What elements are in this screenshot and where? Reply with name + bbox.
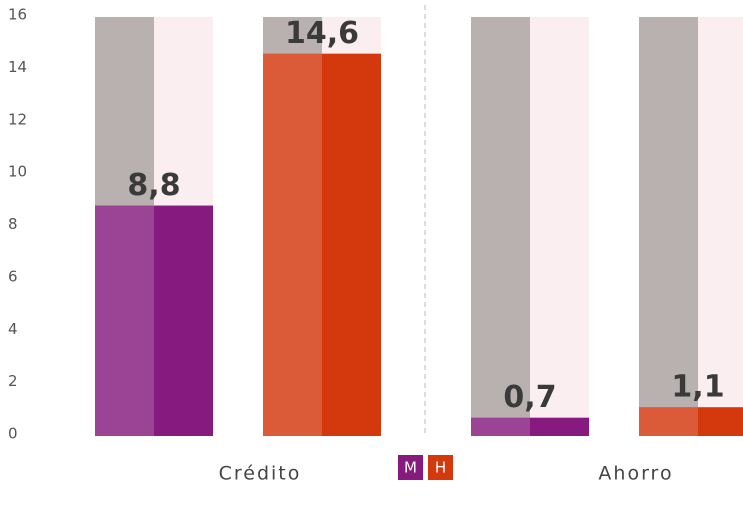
y-tick-label: 4 bbox=[8, 320, 18, 338]
bar-background bbox=[471, 17, 530, 436]
y-tick-label: 16 bbox=[8, 6, 27, 24]
bar-highlight bbox=[471, 417, 530, 436]
value-label: 1,1 bbox=[671, 370, 724, 405]
legend-swatch bbox=[398, 455, 423, 480]
y-tick-label: 14 bbox=[8, 58, 27, 76]
y-tick-label: 8 bbox=[8, 215, 18, 233]
bar-highlight bbox=[639, 407, 698, 436]
bar-background bbox=[530, 17, 589, 436]
y-tick-label: 12 bbox=[8, 110, 27, 128]
bar-highlight bbox=[263, 53, 322, 436]
y-tick-label: 6 bbox=[8, 267, 18, 285]
bar bbox=[639, 407, 743, 436]
value-label: 14,6 bbox=[285, 16, 359, 51]
legend-swatch bbox=[428, 455, 453, 480]
bar-background bbox=[639, 17, 698, 436]
legend-label: H bbox=[435, 459, 446, 477]
x-tick-label: Ahorro bbox=[598, 463, 673, 485]
value-label: 0,7 bbox=[503, 380, 556, 415]
y-tick-label: 0 bbox=[8, 425, 18, 443]
value-label: 8,8 bbox=[127, 168, 180, 203]
legend-label: M bbox=[404, 459, 417, 477]
bar-highlight bbox=[95, 205, 154, 436]
y-tick-label: 2 bbox=[8, 372, 18, 390]
x-tick-label: Crédito bbox=[219, 463, 302, 485]
y-tick-label: 10 bbox=[8, 163, 27, 181]
bar-background bbox=[698, 17, 743, 436]
bar bbox=[263, 53, 381, 436]
bar bbox=[471, 417, 589, 436]
bar bbox=[95, 205, 213, 436]
